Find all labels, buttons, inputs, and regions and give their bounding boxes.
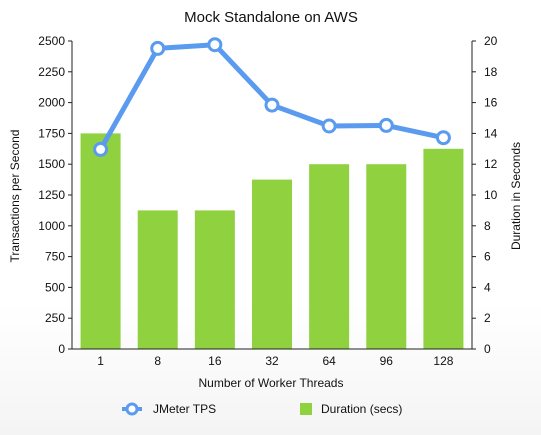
- tps-point-1: [93, 141, 109, 157]
- bar-8: [137, 210, 178, 349]
- left-tick-label: 500: [45, 280, 65, 294]
- x-tick-label: 128: [433, 354, 453, 368]
- tps-point-8: [150, 40, 166, 56]
- x-tick-label: 96: [380, 354, 394, 368]
- x-tick-label: 1: [97, 354, 104, 368]
- x-tick-label: 32: [265, 354, 279, 368]
- right-tick-label: 0: [484, 342, 491, 356]
- left-tick-label: 1250: [38, 188, 65, 202]
- x-axis-ticks: 1 8 16 32 64 96 128: [97, 354, 454, 368]
- left-tick-label: 2500: [38, 34, 65, 48]
- right-tick-label: 6: [484, 250, 491, 264]
- x-tick-label: 16: [208, 354, 222, 368]
- left-axis-ticks: 0 250 500 750 1000 1250 1500 1750 2000 2250 2500: [38, 34, 72, 356]
- right-tick-label: 2: [484, 311, 491, 325]
- left-tick-label: 0: [58, 342, 65, 356]
- bar-64: [309, 164, 350, 349]
- legend: JMeter TPS Duration (secs): [122, 402, 402, 416]
- left-tick-label: 2000: [38, 96, 65, 110]
- legend-line-label: JMeter TPS: [153, 402, 216, 416]
- line-series: [93, 37, 451, 157]
- legend-bar-label: Duration (secs): [321, 402, 402, 416]
- bar-96: [366, 164, 407, 349]
- tps-point-64: [321, 118, 337, 134]
- tps-point-16: [207, 37, 223, 53]
- left-tick-label: 1000: [38, 219, 65, 233]
- bar-128: [423, 148, 464, 349]
- right-axis-ticks: 0 2 4 6 8 10 12 14 16 18 20: [472, 34, 498, 356]
- legend-bar-swatch: [300, 403, 312, 415]
- right-tick-label: 20: [484, 34, 498, 48]
- right-tick-label: 16: [484, 96, 498, 110]
- right-tick-label: 18: [484, 65, 498, 79]
- chart-title: Mock Standalone on AWS: [184, 9, 358, 26]
- x-tick-label: 8: [154, 354, 161, 368]
- x-tick-label: 64: [322, 354, 336, 368]
- tps-point-128: [435, 130, 451, 146]
- left-tick-label: 1750: [38, 126, 65, 140]
- tps-point-96: [378, 117, 394, 133]
- bar-32: [252, 179, 292, 349]
- right-tick-label: 12: [484, 157, 498, 171]
- left-tick-label: 1500: [38, 157, 65, 171]
- tps-point-32: [264, 97, 280, 113]
- bar-series: [80, 133, 464, 349]
- right-tick-label: 14: [484, 126, 498, 140]
- right-tick-label: 4: [484, 280, 491, 294]
- x-axis-label: Number of Worker Threads: [199, 376, 344, 390]
- left-tick-label: 250: [45, 311, 65, 325]
- right-axis-label: Duration in Seconds: [509, 142, 523, 250]
- left-tick-label: 2250: [38, 65, 65, 79]
- bar-16: [194, 210, 235, 349]
- tps-line: [98, 42, 446, 152]
- right-tick-label: 8: [484, 219, 491, 233]
- legend-line-marker: [125, 402, 139, 416]
- left-axis-label: Transactions per Second: [8, 130, 22, 263]
- left-tick-label: 750: [45, 250, 65, 264]
- right-tick-label: 10: [484, 188, 498, 202]
- bar-1: [80, 133, 121, 349]
